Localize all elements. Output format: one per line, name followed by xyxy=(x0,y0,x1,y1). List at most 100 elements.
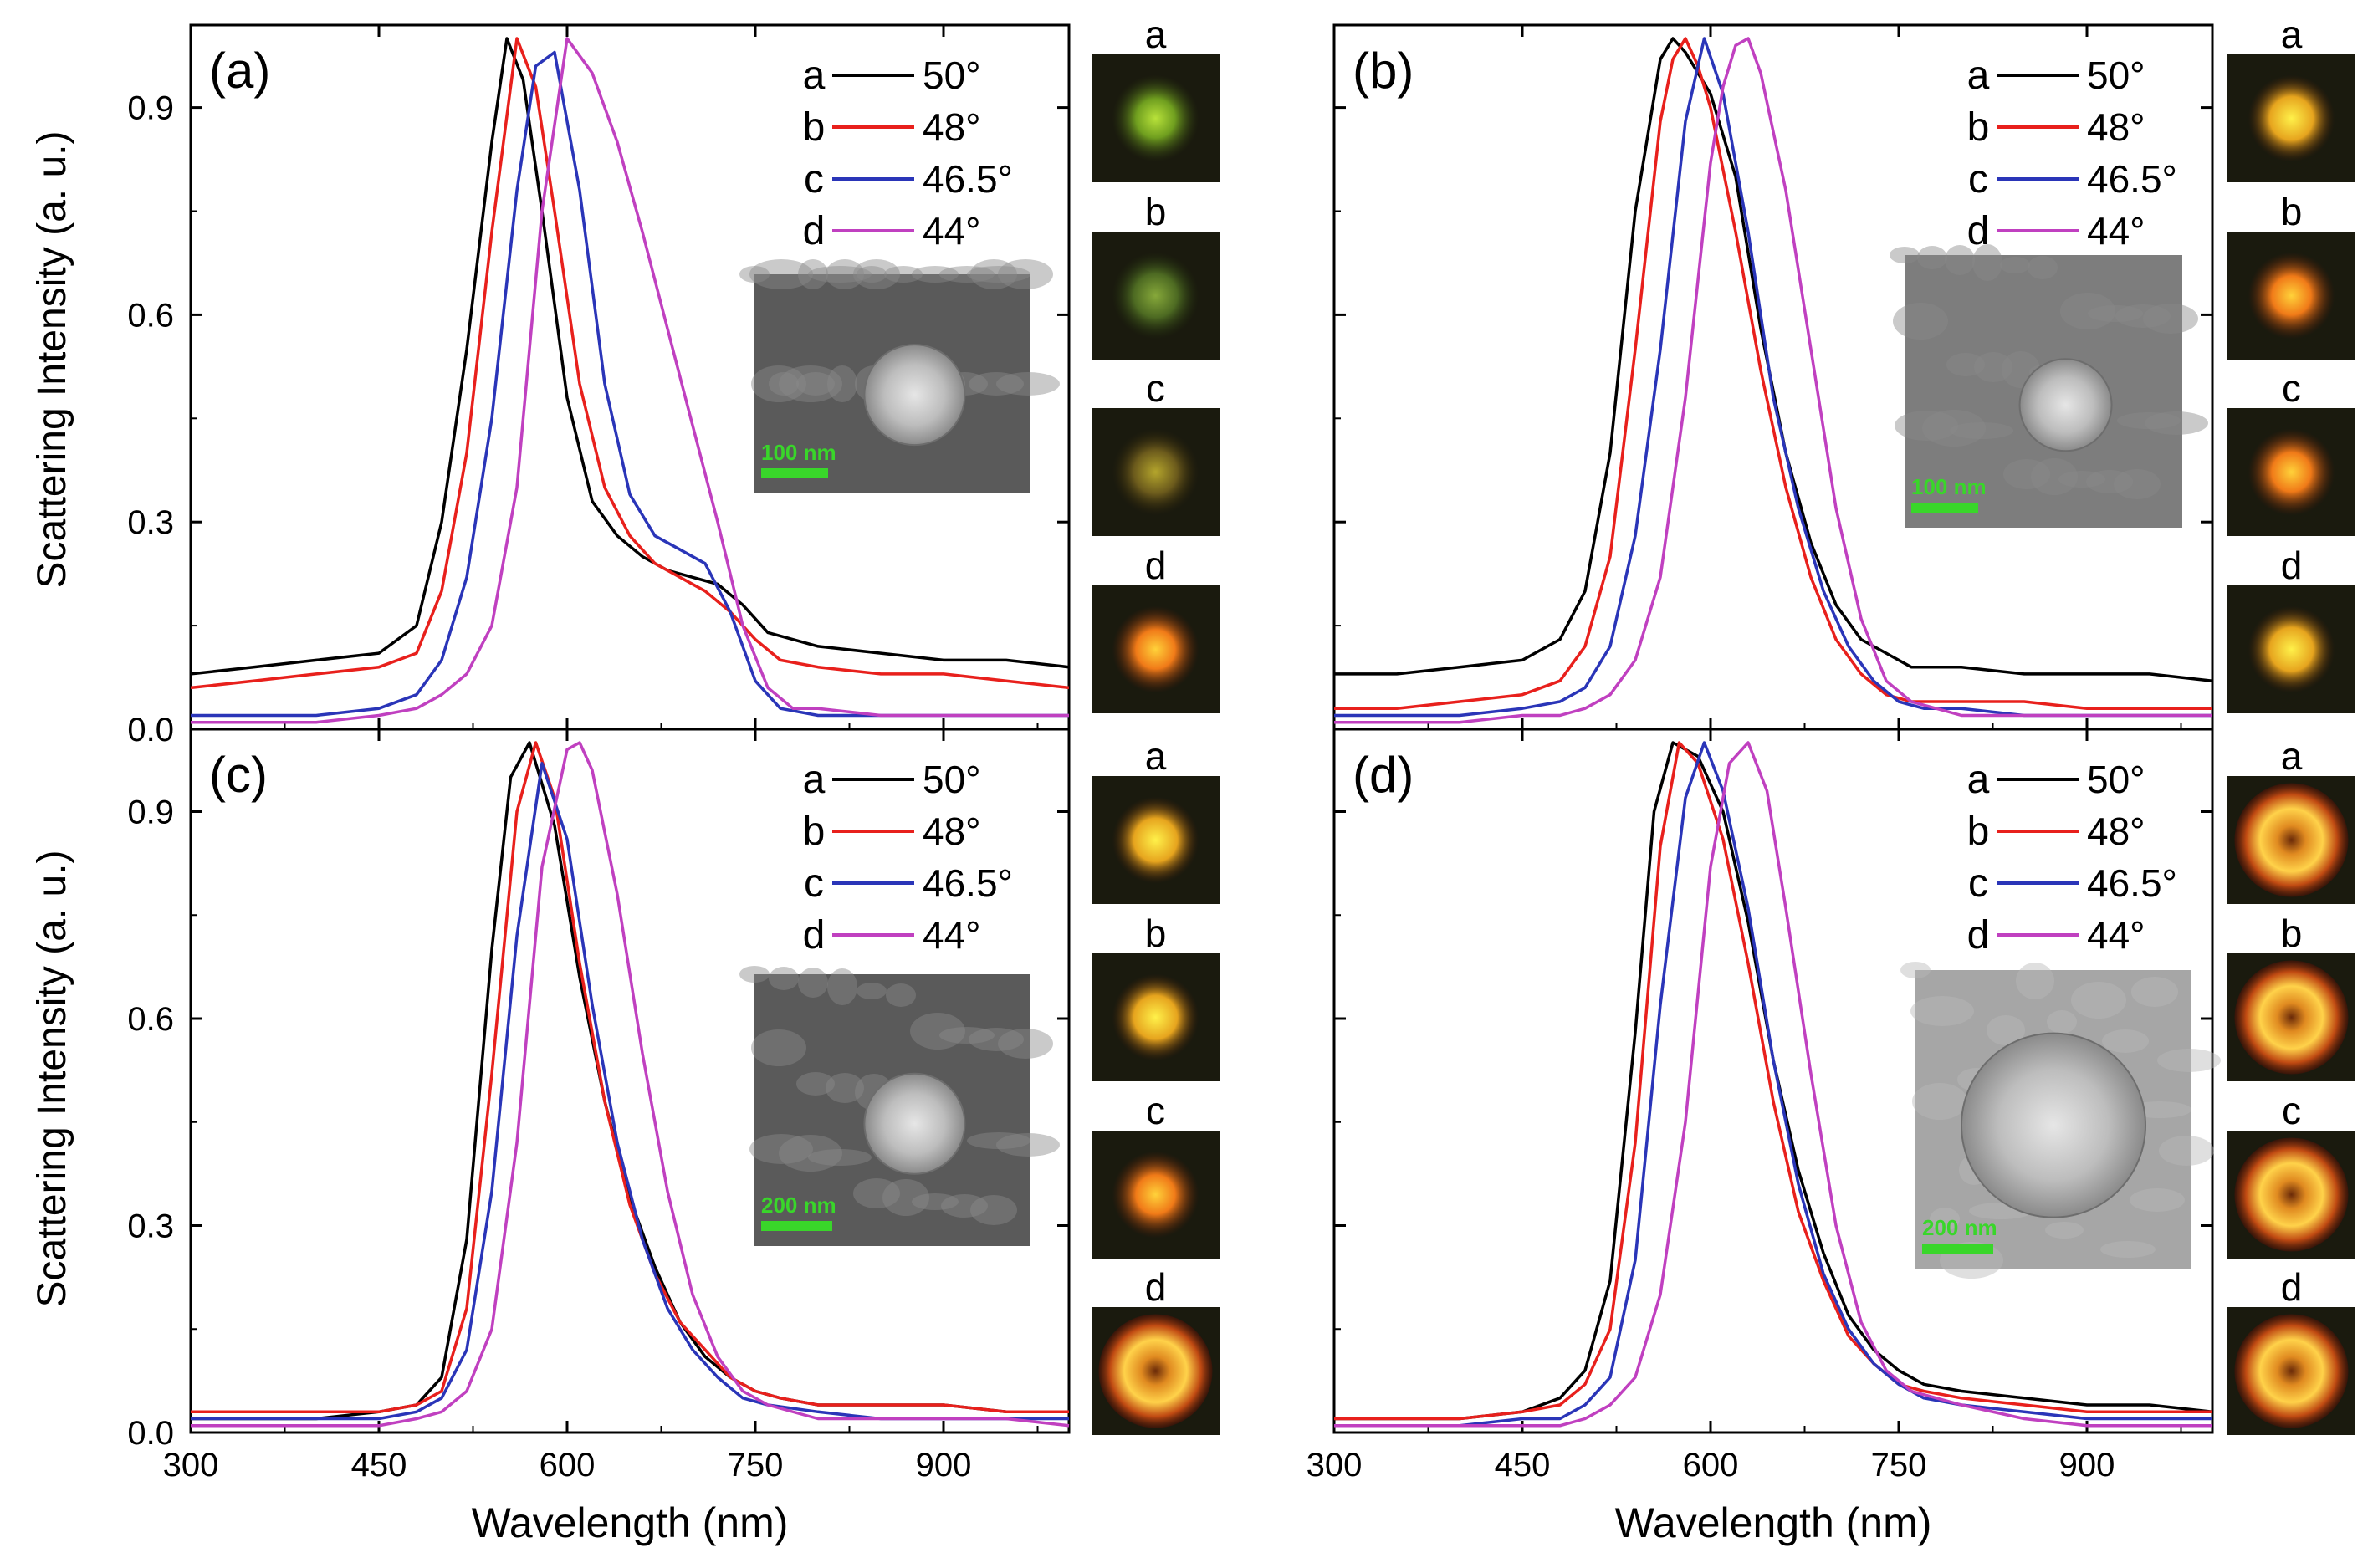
legend-label: 48° xyxy=(923,105,981,149)
legend-letter: b xyxy=(1967,810,1990,854)
nanoparticle xyxy=(1961,1032,2146,1218)
thumbnail-label: b xyxy=(1145,912,1167,955)
thumbnail-label: c xyxy=(1146,1089,1165,1132)
y-tick-label: 0.0 xyxy=(127,712,174,748)
sem-texture xyxy=(1946,353,1985,376)
thumbnail-label: c xyxy=(2282,1089,2301,1132)
thumbnail-label: a xyxy=(1145,734,1167,778)
thumbnail-label: a xyxy=(1145,13,1167,56)
series-line-d xyxy=(191,741,1070,1428)
sem-texture xyxy=(2060,293,2115,329)
sem-texture xyxy=(2114,469,2161,499)
sem-texture xyxy=(1910,996,1974,1026)
sem-texture xyxy=(827,968,857,1005)
sem-texture xyxy=(808,266,872,283)
series-line-b xyxy=(191,741,1069,1414)
sem-texture xyxy=(1895,411,1958,441)
series-line-c xyxy=(1334,37,2212,718)
scattering-spot xyxy=(1112,973,1199,1061)
sem-texture xyxy=(2071,982,2126,1019)
nanoparticle xyxy=(2018,358,2113,452)
sem-texture xyxy=(969,1028,1024,1051)
sem-texture xyxy=(910,1013,965,1050)
sem-texture xyxy=(939,1027,995,1044)
panel-c: 0.0 0.3 0.6 0.9 300 450 600 750 900 (c) 200 nm a 50°… xyxy=(127,728,1220,1484)
sem-texture xyxy=(826,1073,864,1103)
legend-letter: c xyxy=(804,861,824,906)
sem-texture xyxy=(853,1178,900,1208)
sem-texture xyxy=(996,372,1060,396)
plot-frame xyxy=(1332,728,2214,1434)
sem-texture xyxy=(857,266,887,283)
sem-texture xyxy=(2130,1188,2185,1212)
thumbnail-label: d xyxy=(1145,544,1167,587)
sem-inset-image: 200 nm xyxy=(1900,962,2221,1279)
x-axis-title: Wavelength (nm) xyxy=(472,1499,789,1546)
sem-texture xyxy=(769,372,799,396)
sem-texture xyxy=(749,259,813,289)
sem-texture xyxy=(779,1135,842,1172)
x-tick-label: 750 xyxy=(728,1447,784,1484)
scale-bar xyxy=(1911,503,1978,513)
sem-texture xyxy=(1972,244,2002,281)
scattering-spot xyxy=(1112,1151,1199,1239)
sem-texture xyxy=(798,259,828,289)
sem-texture xyxy=(970,1195,1017,1225)
sem-texture xyxy=(996,1133,1060,1157)
series-line-a xyxy=(1334,741,2213,1421)
legend-letter: a xyxy=(803,758,826,802)
sem-texture xyxy=(970,259,1017,289)
series-line-b xyxy=(190,37,1070,690)
panel-label: (a) xyxy=(209,43,270,99)
thumbnail-label: d xyxy=(1145,1265,1167,1309)
x-tick-label: 600 xyxy=(1683,1447,1739,1484)
sem-texture xyxy=(1945,245,1975,275)
thumbnail-label: b xyxy=(2281,912,2303,955)
sem-inset-image: 100 nm xyxy=(1890,244,2208,528)
x-tick-label: 900 xyxy=(2059,1447,2115,1484)
scale-bar-label: 200 nm xyxy=(761,1193,836,1218)
scattering-spot xyxy=(2234,1314,2349,1428)
scattering-spot xyxy=(1112,252,1199,340)
legend-label: 48° xyxy=(2087,810,2145,853)
panel-label: (c) xyxy=(209,747,268,803)
thumbnail-label: a xyxy=(2281,734,2303,778)
legend-label: 44° xyxy=(923,913,981,957)
sem-texture xyxy=(1922,410,1986,447)
thumbnail-label: d xyxy=(2281,544,2303,587)
sem-texture xyxy=(1890,247,1920,263)
sem-texture xyxy=(796,372,835,396)
thumbnail-label: a xyxy=(2281,13,2303,56)
sem-texture xyxy=(779,365,842,402)
legend-letter: c xyxy=(1968,861,1988,906)
legend-letter: a xyxy=(1967,54,1990,98)
scattering-spot xyxy=(1112,74,1199,162)
scattering-spot xyxy=(2248,74,2335,162)
legend-letter: c xyxy=(804,157,824,202)
x-axis-title: Wavelength (nm) xyxy=(1615,1499,1932,1546)
scale-bar xyxy=(761,468,828,478)
sem-texture xyxy=(826,259,864,289)
y-tick-label: 0.3 xyxy=(127,504,174,541)
legend-label: 44° xyxy=(2087,913,2145,957)
sem-texture xyxy=(2031,458,2078,495)
sem-texture xyxy=(967,1132,1030,1149)
legend-letter: d xyxy=(1967,209,1990,253)
series-line-a xyxy=(190,37,1070,676)
legend-label: 46.5° xyxy=(923,157,1013,201)
legend-label: 50° xyxy=(923,54,981,97)
plot-frame xyxy=(189,728,1071,1434)
sem-texture xyxy=(739,266,770,283)
series-line-b xyxy=(1334,741,2212,1421)
sem-texture xyxy=(882,1179,929,1216)
sem-texture xyxy=(2003,459,2050,489)
sem-texture xyxy=(969,372,1024,396)
series-line-c xyxy=(191,762,1069,1421)
sem-texture xyxy=(998,259,1053,289)
sem-texture xyxy=(1930,1208,1960,1231)
sem-texture xyxy=(2088,305,2143,322)
sem-texture xyxy=(853,259,900,289)
sem-texture xyxy=(827,365,857,402)
